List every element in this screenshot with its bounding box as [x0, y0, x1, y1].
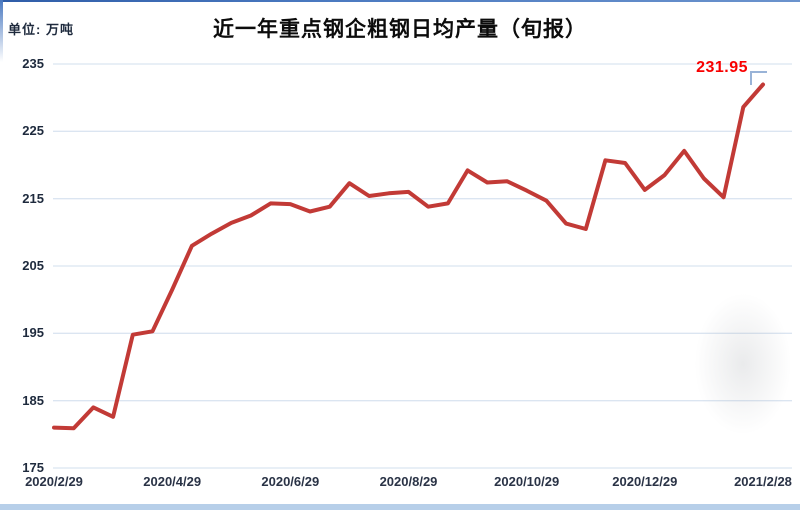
chart-title: 近一年重点钢企粗钢日均产量（旬报） — [213, 18, 587, 41]
x-axis-label: 2021/2/28 — [734, 474, 792, 489]
unit-label: 单位: 万吨 — [8, 22, 74, 37]
x-axis-label: 2020/2/29 — [25, 474, 83, 489]
y-axis-label: 225 — [22, 123, 44, 139]
selection-corner-icon — [750, 71, 767, 85]
x-axis-label: 2020/12/29 — [612, 474, 678, 489]
y-axis-label: 215 — [22, 190, 44, 206]
y-axis-label: 175 — [22, 460, 44, 475]
left-edge-sliver — [0, 0, 3, 62]
x-axis-label: 2020/10/29 — [494, 474, 560, 489]
y-axis-label: 235 — [22, 56, 44, 71]
last-value-label: 231.95 — [696, 59, 748, 76]
y-axis-label: 205 — [22, 258, 44, 273]
data-line-series — [52, 82, 765, 431]
watermark-smudge — [676, 266, 800, 462]
top-border-line — [0, 0, 800, 2]
x-axis-label: 2020/6/29 — [261, 474, 320, 489]
y-axis-label: 185 — [22, 392, 44, 408]
bottom-band — [0, 504, 800, 510]
y-axis-label: 195 — [22, 325, 44, 341]
x-axis-label: 2020/8/29 — [379, 474, 438, 489]
x-axis-label: 2020/4/29 — [143, 474, 202, 489]
